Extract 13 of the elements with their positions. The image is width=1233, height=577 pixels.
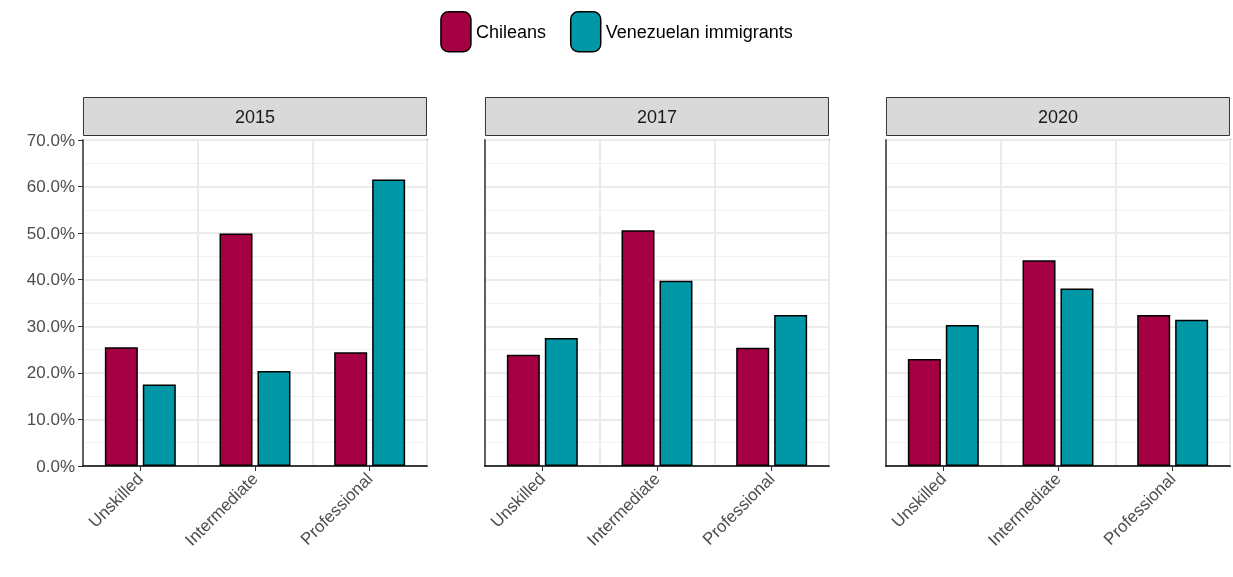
chart-title: 2020	[1037, 107, 1079, 127]
legend-label: Venezuelan immigrants	[605, 21, 793, 42]
y-tick-label: 0.0%	[36, 456, 75, 476]
chart-title: 2017	[636, 107, 678, 127]
y-tick-label: 70.0%	[26, 130, 75, 150]
y-tick-label: 20.0%	[26, 363, 75, 383]
y-tick-label: 40.0%	[26, 270, 75, 290]
y-tick-label: 30.0%	[26, 316, 75, 336]
chart-title: 2015	[234, 107, 276, 127]
y-tick-label: 10.0%	[26, 409, 75, 429]
legend-label: Chileans	[475, 21, 546, 42]
y-tick-label: 50.0%	[26, 223, 75, 243]
y-tick-label: 60.0%	[26, 177, 75, 197]
